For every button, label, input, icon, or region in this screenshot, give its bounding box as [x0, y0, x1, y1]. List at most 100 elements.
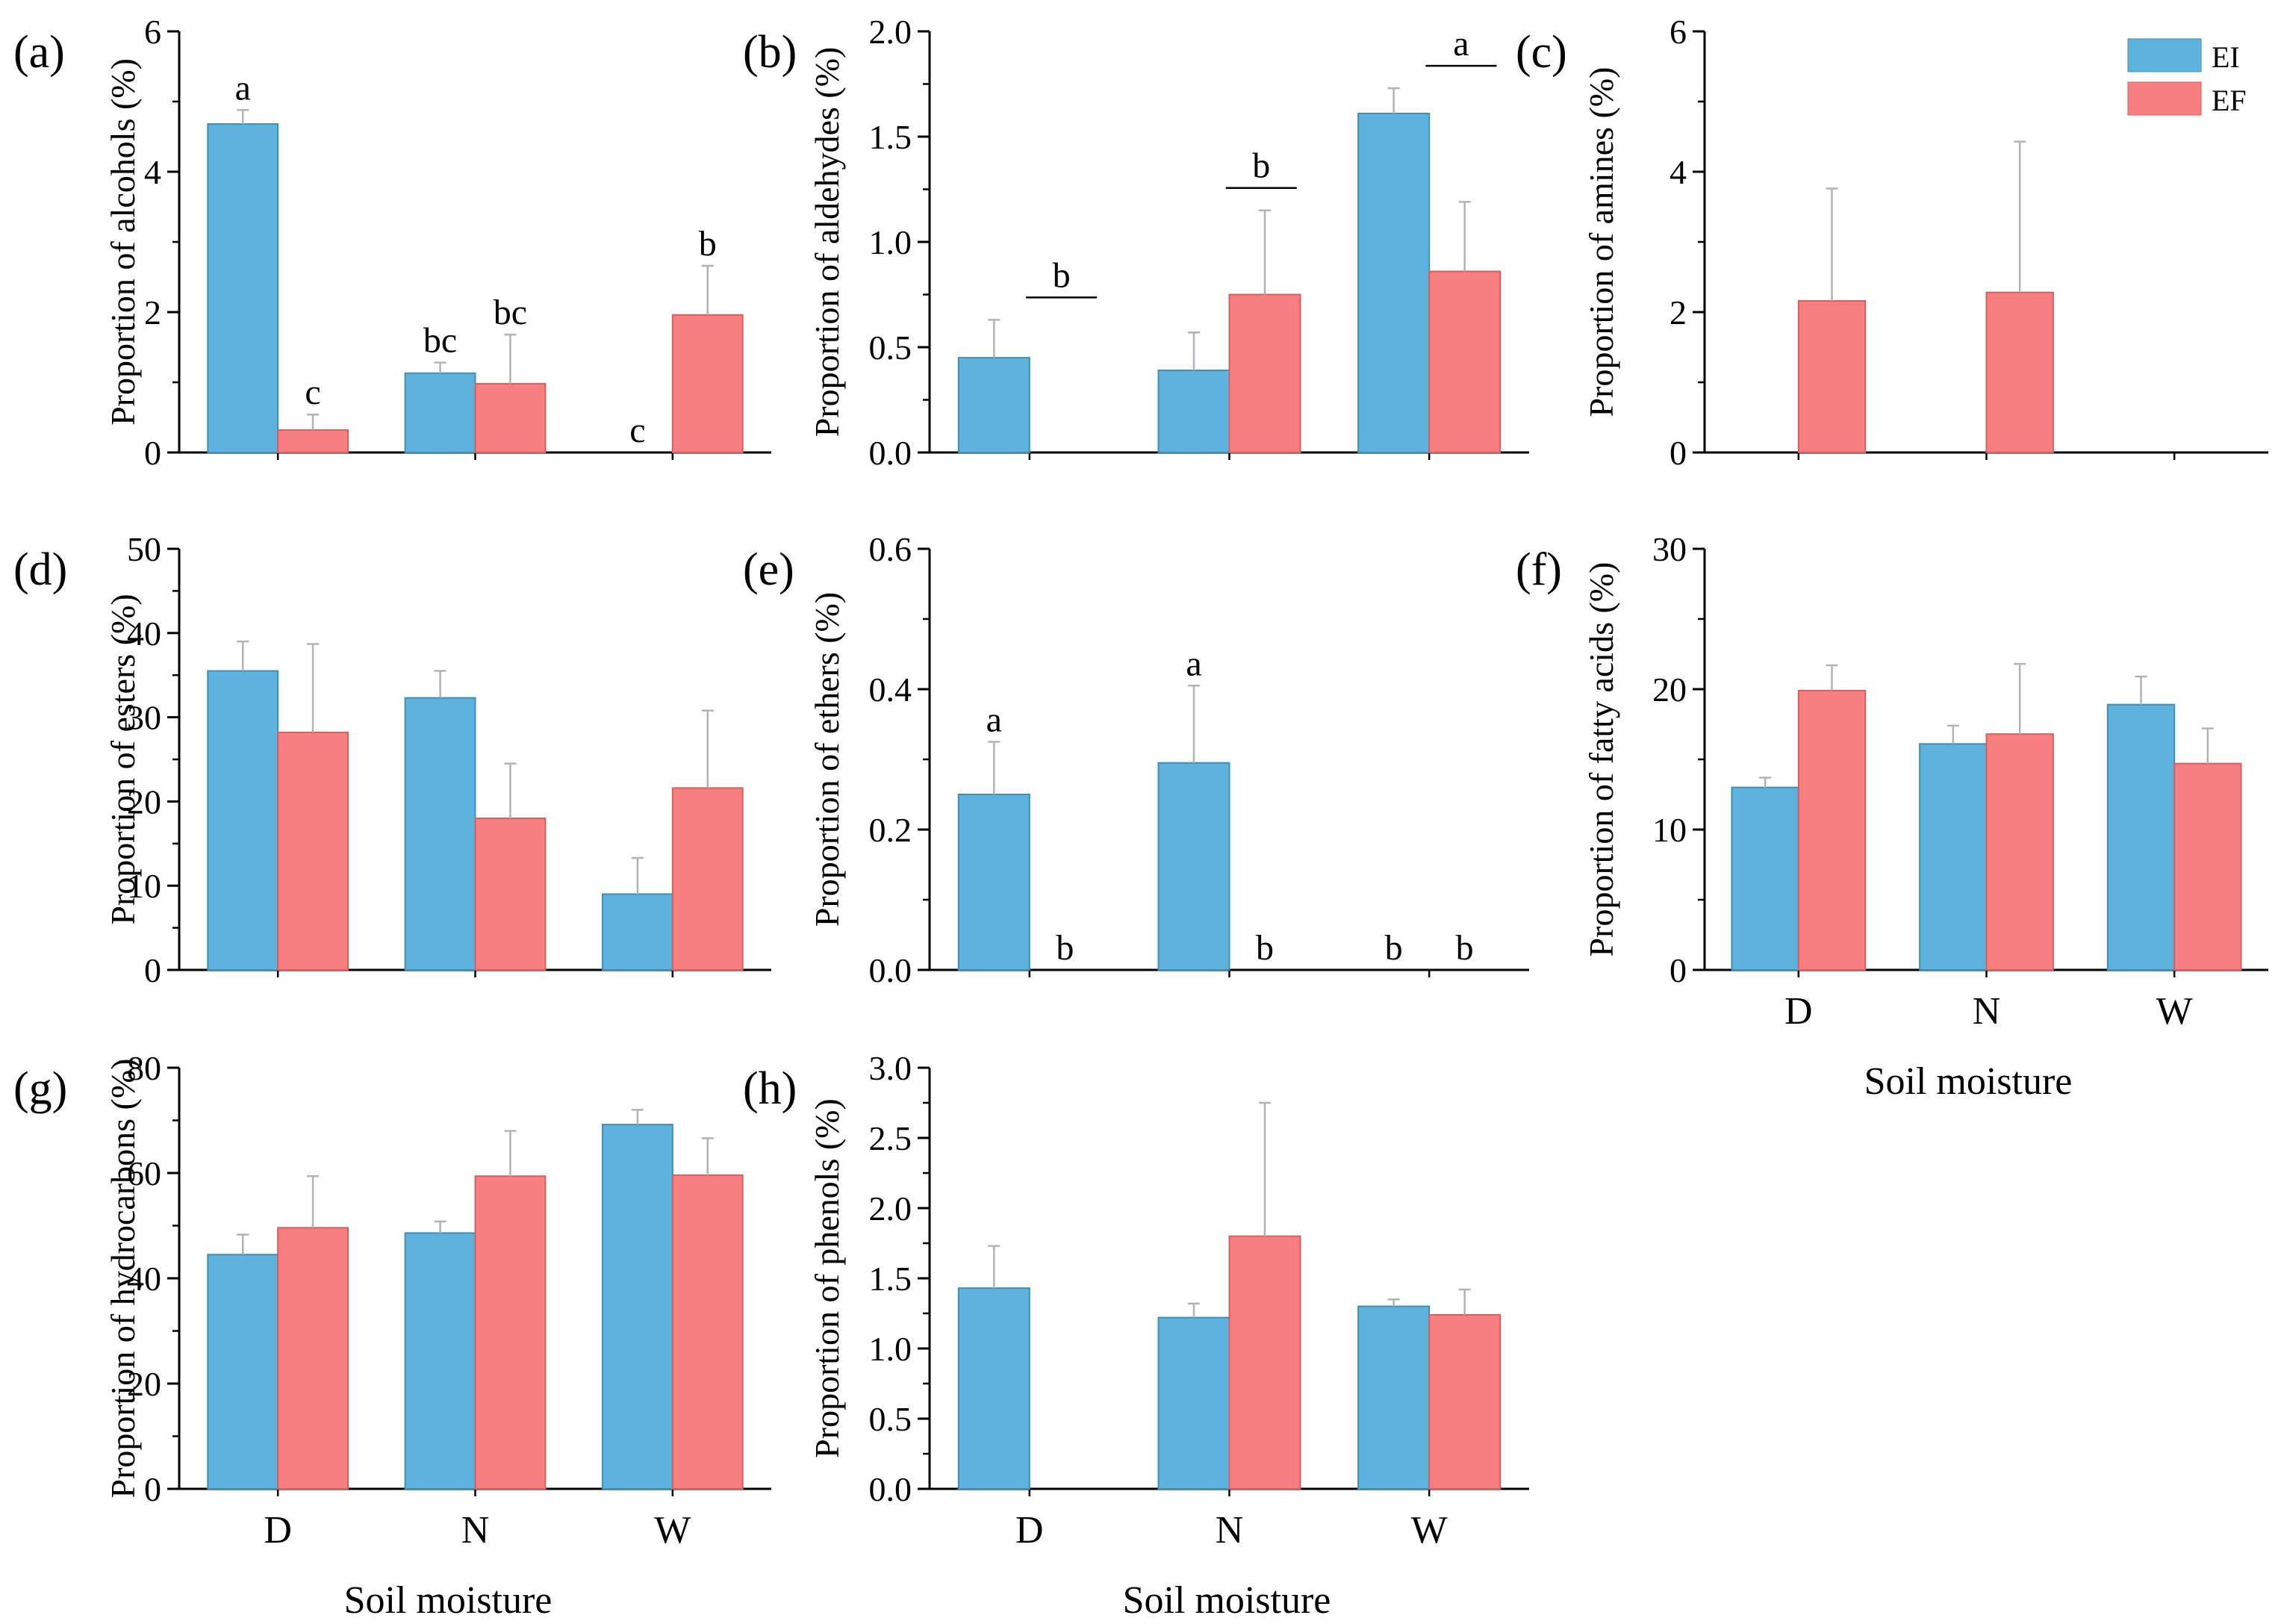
x-category-label: N	[1973, 990, 2001, 1033]
bar-ei-n	[1919, 743, 1988, 971]
bar-ef-w	[2173, 762, 2242, 971]
y-tick-label: 60	[127, 1154, 161, 1192]
bar-ei-w	[1357, 1305, 1431, 1490]
bar-ei-w	[601, 893, 673, 971]
y-tick-label: 0	[144, 951, 161, 989]
bar-ef-d	[277, 731, 349, 971]
y-tick-label: 20	[127, 783, 161, 821]
group-significance-letter: b	[1252, 146, 1270, 186]
y-tick-label: 80	[127, 1049, 161, 1087]
y-tick-label: 0.0	[869, 1470, 912, 1508]
legend-label-ef: EF	[2212, 84, 2247, 117]
significance-letter: b	[699, 224, 717, 264]
chart-panels: 0 2 4 6 (a) Proportion of alcohols (%) a bc c c bc…	[13, 13, 2268, 1552]
chart-panel-3: 0 2 4 6 (c) Proportion of amines (%)	[1516, 13, 2268, 472]
significance-letter: b	[1256, 928, 1274, 968]
y-tick-label: 0.0	[869, 434, 912, 472]
x-category-label: N	[1216, 1509, 1244, 1552]
significance-letter: b	[1456, 928, 1474, 968]
bar-ef-n	[1228, 293, 1301, 453]
legend-swatch-ei	[2127, 38, 2202, 72]
bar-ef-w	[1428, 270, 1502, 454]
x-category-label: D	[1784, 990, 1813, 1033]
bar-ef-n	[1985, 733, 2054, 971]
bar-ef-w	[671, 787, 744, 971]
y-tick-label: 4	[1669, 153, 1687, 191]
y-axis-title: Proportion of fatty acids (%)	[1582, 562, 1620, 957]
x-category-label: D	[1015, 1509, 1044, 1552]
legend-swatch-ef	[2127, 81, 2202, 116]
legend: EI EF	[2127, 38, 2247, 117]
significance-letter: b	[1385, 928, 1403, 968]
y-tick-label: 3.0	[869, 1049, 912, 1087]
panel-label: (h)	[743, 1063, 797, 1114]
bar-ef-d	[1797, 299, 1867, 453]
bar-ei-d	[207, 1254, 279, 1490]
y-tick-label: 2	[144, 293, 161, 332]
y-tick-label: 30	[127, 699, 161, 737]
legend-label-ei: EI	[2212, 40, 2240, 74]
y-tick-label: 40	[127, 1260, 161, 1298]
significance-letter: bc	[423, 321, 457, 361]
bar-ef-d	[1797, 689, 1867, 971]
x-axis-title-f: Soil moisture	[1864, 1060, 2073, 1103]
significance-letter: c	[629, 411, 645, 450]
significance-letter: a	[1186, 644, 1201, 683]
y-axis-title: Proportion of hydrocarbons (%)	[104, 1059, 142, 1499]
panel-label: (e)	[743, 544, 794, 595]
bar-ef-w	[671, 1174, 744, 1490]
bar-ei-d	[207, 670, 279, 971]
x-category-label: N	[461, 1509, 490, 1552]
y-tick-label: 0.5	[869, 329, 912, 367]
bar-ef-w	[1428, 1313, 1502, 1490]
bar-ei-w	[1357, 112, 1431, 453]
group-significance-letter: a	[1453, 24, 1469, 63]
group-significance-letter: b	[1053, 255, 1071, 295]
bar-ef-n	[1985, 291, 2054, 453]
panel-label: (a)	[13, 27, 65, 78]
panel-label: (f)	[1516, 544, 1562, 595]
bar-ei-n	[1157, 762, 1230, 971]
bar-ei-n	[404, 697, 476, 971]
y-tick-label: 0.6	[869, 530, 912, 568]
x-axis-title-g: Soil moisture	[344, 1579, 553, 1622]
y-tick-label: 4	[144, 153, 161, 191]
chart-panel-4: 0 10 20 30 40 50 (d) Proportion of esters (%)	[13, 530, 771, 989]
significance-letter: bc	[494, 293, 527, 332]
y-tick-label: 0	[144, 1470, 161, 1508]
x-axis-title-h: Soil moisture	[1123, 1579, 1331, 1622]
y-tick-label: 0	[1669, 951, 1687, 989]
y-tick-label: 50	[127, 530, 161, 568]
y-axis-title: Proportion of esters (%)	[104, 594, 142, 924]
panel-label: (d)	[13, 544, 67, 595]
y-tick-label: 2.0	[869, 13, 912, 51]
x-category-label: D	[264, 1509, 292, 1552]
significance-letter: a	[235, 68, 251, 108]
bar-ei-n	[1157, 370, 1230, 453]
bar-ei-n	[404, 372, 476, 453]
y-tick-label: 0	[144, 434, 161, 472]
bar-ef-n	[474, 382, 547, 454]
y-tick-label: 0.4	[869, 671, 912, 709]
panel-label: (c)	[1516, 27, 1567, 78]
chart-panel-5: 0.0 0.2 0.4 0.6 (e) Proportion of ethers (%) a…	[743, 530, 1529, 989]
y-tick-label: 10	[1652, 811, 1687, 849]
y-tick-label: 6	[144, 13, 161, 51]
x-category-label: W	[1411, 1509, 1448, 1552]
y-tick-label: 0	[1669, 434, 1687, 472]
bar-ei-d	[207, 123, 279, 454]
y-tick-label: 0.5	[869, 1400, 912, 1438]
chart-panel-6: 0 10 20 30 D N W (f) Proportion of fatty acids (…	[1516, 530, 2268, 1033]
bar-ef-d	[277, 1227, 349, 1490]
y-tick-label: 2.5	[869, 1119, 912, 1157]
bar-ef-n	[474, 817, 547, 971]
y-axis-title: Proportion of aldehydes (%)	[808, 47, 846, 438]
bar-ei-n	[404, 1232, 476, 1490]
chart-panel-7: 0 20 40 60 80 D N W (g) Proportion of hydrocarbon…	[13, 1049, 771, 1552]
bar-ei-d	[957, 1287, 1030, 1490]
y-tick-label: 6	[1669, 13, 1687, 51]
panel-label: (b)	[743, 27, 797, 78]
y-axis-title: Proportion of phenols (%)	[808, 1098, 846, 1458]
y-tick-label: 1.5	[869, 118, 912, 156]
